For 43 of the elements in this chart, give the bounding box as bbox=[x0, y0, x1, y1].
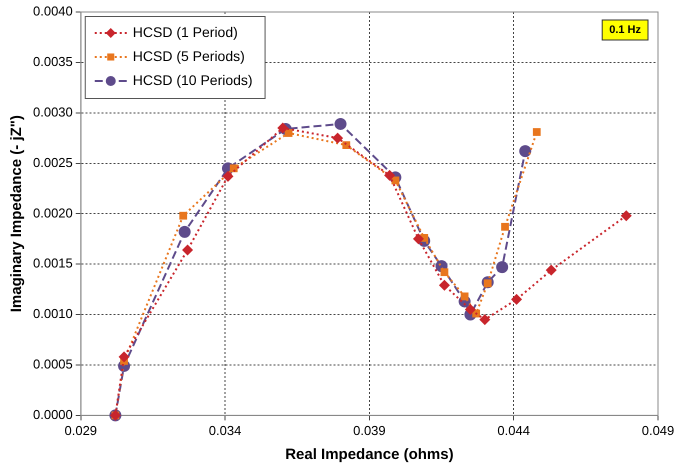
point bbox=[391, 176, 400, 184]
point bbox=[546, 264, 557, 276]
point bbox=[519, 145, 532, 158]
point bbox=[460, 292, 469, 300]
x-axis-title: Real Impedance (ohms) bbox=[285, 446, 454, 464]
point bbox=[620, 210, 632, 222]
y-tick-label: 0.0040 bbox=[32, 4, 73, 19]
y-tick-label: 0.0035 bbox=[32, 54, 73, 70]
legend-label: HCSD (10 Periods) bbox=[132, 72, 253, 88]
x-tick-label: 0.034 bbox=[208, 422, 242, 438]
point bbox=[464, 304, 476, 316]
legend-label: HCSD (5 Periods) bbox=[132, 48, 245, 64]
point bbox=[277, 122, 288, 134]
point bbox=[222, 170, 234, 182]
point bbox=[412, 233, 424, 244]
point bbox=[182, 244, 194, 256]
y-tick-label: 0.0015 bbox=[32, 256, 73, 271]
point bbox=[501, 222, 509, 231]
point bbox=[511, 294, 522, 305]
point bbox=[332, 132, 344, 144]
y-tick-label: 0.0030 bbox=[32, 104, 73, 120]
point bbox=[118, 351, 130, 362]
point bbox=[438, 280, 450, 291]
y-axis-title: Imaginary Impedance (- jZ") bbox=[8, 115, 26, 312]
y-tick-label: 0.0005 bbox=[32, 356, 73, 372]
annotation: 0.1 Hz bbox=[609, 24, 642, 36]
y-tick-label: 0.0000 bbox=[32, 406, 73, 422]
point bbox=[384, 170, 396, 181]
x-tick-label: 0.029 bbox=[64, 422, 98, 438]
y-tick-label: 0.0025 bbox=[32, 154, 73, 170]
point bbox=[479, 314, 490, 326]
legend-label: HCSD (1 Period) bbox=[132, 24, 238, 40]
x-tick-label: 0.049 bbox=[642, 422, 674, 438]
point bbox=[179, 212, 188, 220]
y-tick-label: 0.0010 bbox=[32, 306, 73, 322]
point bbox=[532, 128, 541, 136]
point bbox=[440, 268, 448, 276]
x-tick-label: 0.044 bbox=[497, 422, 530, 438]
point bbox=[496, 261, 508, 274]
x-tick-label: 0.039 bbox=[353, 422, 386, 438]
point bbox=[334, 118, 347, 130]
point bbox=[178, 226, 191, 238]
y-tick-label: 0.0020 bbox=[32, 205, 73, 220]
